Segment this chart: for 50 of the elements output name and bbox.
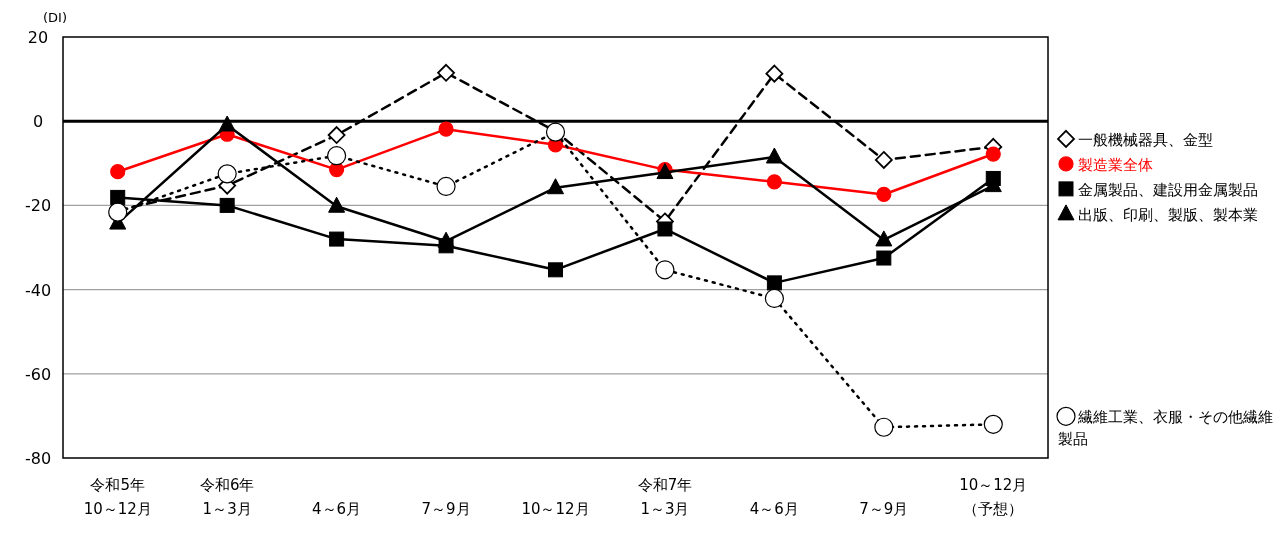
point [874, 151, 893, 169]
legend-label: 一般機械器具、金型 [1078, 130, 1213, 149]
x-tick-label: 令和6年1～3月 [199, 476, 255, 518]
point [875, 230, 893, 247]
x-tick-label: 4～6月 [312, 500, 362, 518]
point [985, 146, 1001, 162]
point [876, 186, 892, 203]
x-tick-label: 7～9月 [421, 500, 471, 518]
y-tick-label: -60 [24, 364, 52, 384]
point [219, 197, 235, 213]
y-tick-label: -40 [24, 280, 52, 300]
x-tick-label: 10～12月 [521, 500, 590, 518]
legend-label: 出版、印刷、製版、製本業 [1078, 205, 1258, 224]
point [437, 231, 455, 248]
y-axis-title: (DI) [43, 10, 67, 25]
point [765, 147, 783, 164]
point [655, 260, 675, 280]
point [764, 288, 784, 309]
x-tick-label: 令和7年1～3月 [637, 476, 693, 518]
point [766, 275, 782, 291]
point [110, 189, 126, 205]
point [876, 250, 892, 266]
point [436, 176, 456, 197]
point [657, 221, 673, 237]
point [766, 174, 782, 190]
point [983, 414, 1003, 434]
point [327, 146, 347, 166]
point [329, 231, 345, 247]
x-tick-label: 7～9月 [859, 500, 909, 518]
x-tick-label: 4～6月 [749, 500, 799, 518]
legend-label: 金属製品、建設用金属製品 [1078, 180, 1258, 199]
y-tick-label: 20 [27, 28, 49, 47]
point [328, 196, 346, 213]
y-tick-label: -80 [24, 449, 52, 468]
point [548, 262, 563, 278]
point [218, 115, 236, 132]
point [438, 121, 454, 137]
point [547, 178, 564, 195]
legend-label: 製造業全体 [1078, 155, 1153, 174]
x-tick-label: 10～12月（予想） [959, 476, 1028, 518]
point [874, 417, 894, 437]
y-tick-label: 0 [32, 112, 44, 132]
point [327, 126, 346, 144]
point [217, 164, 237, 184]
legend-label: 繊維工業、衣服・その他繊維製品 [1058, 408, 1273, 449]
y-tick-label: -20 [24, 196, 52, 216]
point [765, 64, 784, 83]
point [437, 63, 455, 82]
x-tick-label: 令和5年10～12月 [83, 476, 152, 518]
point [110, 164, 126, 180]
